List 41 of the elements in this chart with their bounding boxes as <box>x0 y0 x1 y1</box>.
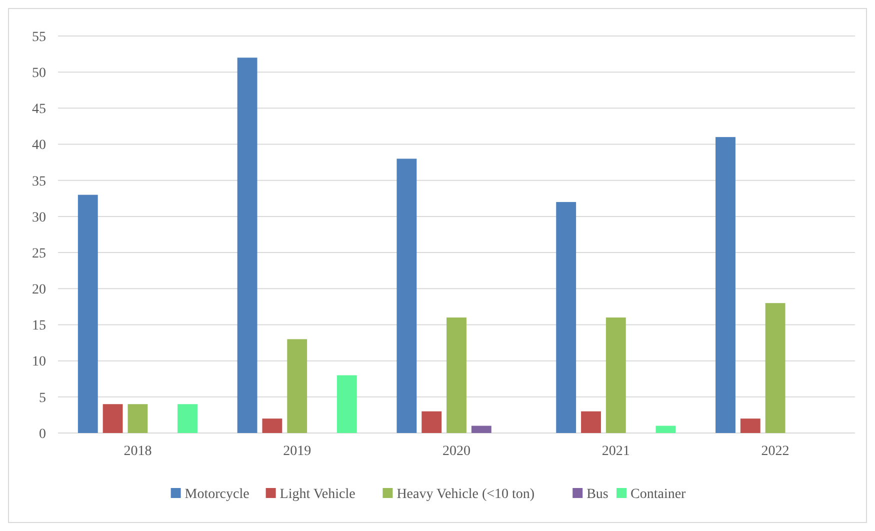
bar <box>740 418 760 433</box>
x-tick-label: 2018 <box>124 444 152 459</box>
y-tick-label: 15 <box>32 318 46 334</box>
bar <box>422 411 442 433</box>
y-tick-label: 10 <box>32 354 46 370</box>
bar <box>102 404 123 433</box>
bar <box>606 318 626 433</box>
y-tick-label: 0 <box>39 426 46 442</box>
y-tick-label: 40 <box>32 138 46 154</box>
y-tick-label: 45 <box>32 102 46 118</box>
y-tick-label: 50 <box>32 66 46 81</box>
y-tick-label: 55 <box>32 30 46 45</box>
bar <box>287 339 308 433</box>
y-tick-label: 30 <box>32 210 46 226</box>
legend-label: Bus <box>586 486 608 502</box>
y-tick-label: 25 <box>32 246 46 262</box>
bar <box>556 202 576 433</box>
x-tick-label: 2019 <box>283 444 312 459</box>
bar <box>262 418 282 433</box>
legend-label: Heavy Vehicle (<10 ton) <box>396 486 535 502</box>
bar <box>128 404 148 433</box>
y-tick-label: 5 <box>39 390 46 406</box>
legend-label: Motorcycle <box>184 486 250 502</box>
y-tick-label: 35 <box>32 174 46 190</box>
bar <box>178 404 198 433</box>
bar <box>656 426 676 433</box>
bar <box>765 303 786 433</box>
x-tick-label: 2022 <box>761 444 790 459</box>
bar <box>396 158 417 433</box>
y-tick-label: 20 <box>32 282 46 298</box>
bar <box>471 426 492 433</box>
legend-label: Container <box>630 486 686 502</box>
bar <box>336 375 357 433</box>
bar <box>716 137 736 433</box>
bar <box>78 194 98 433</box>
legend-label: Light Vehicle <box>280 486 356 502</box>
x-tick-label: 2020 <box>442 444 470 459</box>
x-tick-label: 2021 <box>602 444 630 459</box>
bar <box>581 411 601 433</box>
bar <box>446 318 466 433</box>
bar <box>237 58 258 433</box>
